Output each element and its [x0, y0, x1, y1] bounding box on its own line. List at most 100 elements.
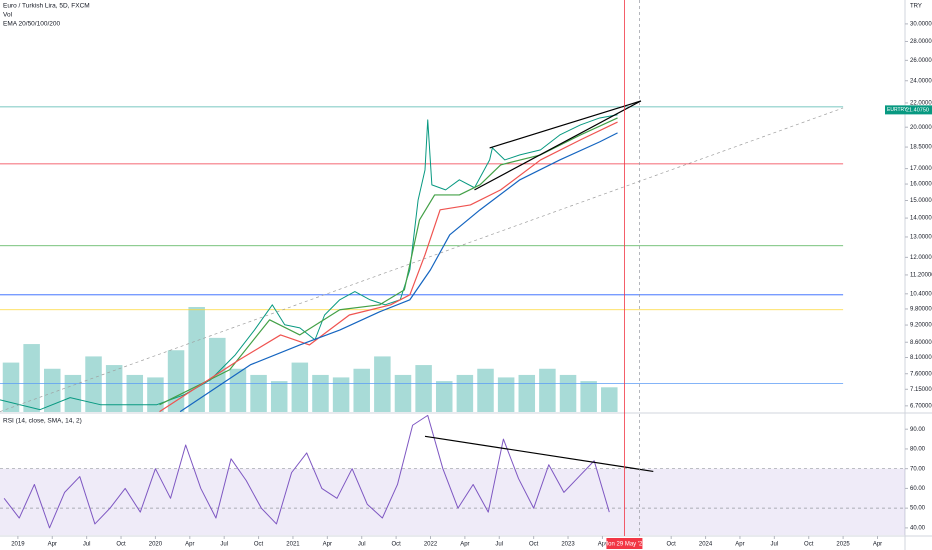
volume-bar	[477, 368, 494, 412]
legend-item: EMA 20/50/100/200	[3, 21, 60, 28]
volume-bar	[601, 387, 618, 412]
x-tick-label: Apr	[48, 542, 57, 548]
volume-bar	[44, 368, 61, 412]
y-tick-label: 24.00000	[910, 78, 932, 84]
x-tick-label: Apr	[323, 542, 332, 548]
volume-bar	[497, 377, 515, 412]
y-tick-label: 50.00	[910, 506, 926, 512]
volume-bar	[312, 374, 329, 412]
y-tick-label: 28.00000	[910, 39, 932, 45]
x-tick-label: Oct	[804, 542, 814, 548]
x-tick-label: Oct	[254, 542, 264, 548]
y-tick-label: 90.00	[910, 427, 926, 433]
y-tick-label: 14.00000	[910, 216, 932, 222]
indicator-line	[159, 121, 618, 413]
volume-bar	[85, 356, 102, 412]
x-tick-label: Apr	[735, 542, 744, 548]
volume-bar	[2, 362, 20, 412]
legend-item: Vol	[3, 12, 13, 19]
unit-label: TRY	[910, 4, 922, 10]
y-tick-label: 60.00	[910, 486, 926, 492]
price-tag-label: 21.40750	[906, 107, 929, 113]
volume-bar	[23, 344, 40, 412]
price-line	[3, 414, 610, 529]
x-tick-label: Jul	[83, 542, 91, 548]
y-tick-label: 11.20000	[910, 273, 932, 279]
volume-bar	[167, 350, 185, 412]
trend-line	[489, 100, 642, 149]
y-tick-label: 9.80000	[910, 307, 932, 313]
x-tick-label: 2024	[699, 542, 713, 548]
y-tick-label: 20.00000	[910, 125, 932, 131]
price-line	[0, 114, 618, 411]
x-tick-label: 2020	[149, 542, 163, 548]
volume-bar	[250, 374, 267, 412]
volume-bar	[209, 337, 226, 412]
y-tick-label: 13.00000	[910, 235, 932, 241]
x-tick-label: Apr	[185, 542, 194, 548]
volume-bar	[332, 377, 350, 412]
crosshair-label-bg	[606, 538, 643, 549]
x-tick-label: Oct	[667, 542, 677, 548]
volume-bar	[394, 374, 412, 412]
volume-bar	[126, 374, 144, 412]
x-tick-label: Oct	[529, 542, 539, 548]
x-tick-label: Oct	[116, 542, 126, 548]
y-tick-label: 10.40000	[910, 291, 932, 297]
volume-bar	[105, 365, 123, 412]
y-tick-label: 18.50000	[910, 145, 932, 151]
y-tick-label: 9.20000	[910, 323, 932, 329]
volume-bar	[435, 381, 453, 412]
volume-bar	[559, 374, 577, 412]
volume-bar	[353, 368, 370, 412]
price-tag-bg	[885, 105, 932, 115]
x-tick-label: Apr	[460, 542, 469, 548]
y-tick-label: 6.70000	[910, 403, 932, 409]
x-tick-label: Jul	[771, 542, 779, 548]
x-tick-label: 2019	[11, 542, 25, 548]
volume-bar	[374, 356, 391, 412]
x-tick-label: Apr	[598, 542, 607, 548]
y-tick-label: 70.00	[910, 466, 926, 472]
y-tick-label: 17.00000	[910, 166, 932, 172]
volume-bar	[518, 374, 536, 412]
chart-title: Euro / Turkish Lira, 5D, FXCM	[3, 3, 90, 10]
y-tick-label: 8.60000	[910, 340, 932, 346]
x-tick-label: 2021	[286, 542, 300, 548]
volume-bar	[539, 368, 556, 412]
y-tick-label: 80.00	[910, 447, 926, 453]
volume-bar	[229, 368, 247, 412]
y-tick-label: 22.00000	[910, 100, 932, 106]
y-tick-label: 7.15000	[910, 387, 932, 393]
x-tick-label: 2025	[836, 542, 850, 548]
volume-bar	[580, 381, 597, 412]
indicator-line	[179, 132, 618, 413]
volume-bar	[415, 365, 432, 412]
x-tick-label: Apr	[873, 542, 882, 548]
volume-bar	[270, 381, 288, 412]
trend-line	[474, 100, 642, 191]
y-tick-label: 7.60000	[910, 371, 932, 377]
crosshair-label: Mon 29 May '23	[603, 542, 646, 548]
volume-bar	[456, 374, 474, 412]
trend-line	[0, 107, 844, 412]
x-tick-label: 2023	[561, 542, 575, 548]
y-tick-label: 40.00	[910, 525, 926, 531]
x-tick-label: Oct	[391, 542, 401, 548]
y-tick-label: 30.00000	[910, 21, 932, 27]
price-tag-symbol: EURTRY	[887, 107, 908, 113]
x-tick-label: Jul	[220, 542, 228, 548]
x-tick-label: 2022	[424, 542, 438, 548]
trend-line	[424, 435, 654, 473]
x-tick-label: Jul	[358, 542, 366, 548]
indicator-line	[159, 117, 618, 406]
band-fill	[0, 468, 905, 535]
y-tick-label: 15.00000	[910, 198, 932, 204]
volume-bar	[291, 362, 309, 412]
plot-area	[0, 100, 905, 535]
y-tick-label: 8.10000	[910, 355, 932, 361]
volume-bar	[64, 374, 82, 412]
y-tick-label: 16.00000	[910, 182, 932, 188]
